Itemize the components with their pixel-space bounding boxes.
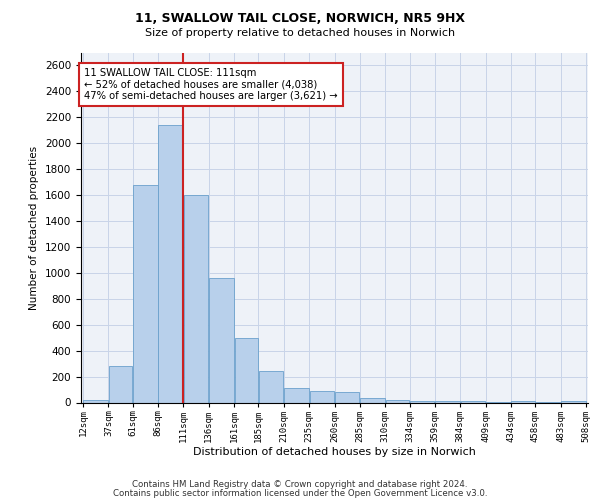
Text: 11 SWALLOW TAIL CLOSE: 111sqm
← 52% of detached houses are smaller (4,038)
47% o: 11 SWALLOW TAIL CLOSE: 111sqm ← 52% of d… bbox=[84, 68, 338, 102]
Bar bbox=[435, 400, 460, 402]
Bar bbox=[109, 366, 133, 403]
Bar bbox=[184, 195, 208, 402]
Bar bbox=[561, 401, 586, 402]
Bar bbox=[461, 401, 485, 402]
Bar bbox=[259, 372, 283, 402]
Text: 11, SWALLOW TAIL CLOSE, NORWICH, NR5 9HX: 11, SWALLOW TAIL CLOSE, NORWICH, NR5 9HX bbox=[135, 12, 465, 26]
Bar bbox=[386, 400, 409, 402]
Y-axis label: Number of detached properties: Number of detached properties bbox=[29, 146, 40, 310]
Bar bbox=[284, 388, 309, 402]
Bar bbox=[133, 184, 158, 402]
Bar bbox=[310, 391, 334, 402]
Bar bbox=[83, 400, 108, 402]
Bar bbox=[410, 400, 434, 402]
Bar bbox=[511, 400, 535, 402]
Bar bbox=[158, 125, 183, 402]
Bar bbox=[360, 398, 385, 402]
Text: Contains public sector information licensed under the Open Government Licence v3: Contains public sector information licen… bbox=[113, 489, 487, 498]
X-axis label: Distribution of detached houses by size in Norwich: Distribution of detached houses by size … bbox=[193, 447, 476, 457]
Bar bbox=[335, 392, 359, 402]
Bar bbox=[235, 338, 258, 402]
Text: Contains HM Land Registry data © Crown copyright and database right 2024.: Contains HM Land Registry data © Crown c… bbox=[132, 480, 468, 489]
Bar bbox=[209, 278, 234, 402]
Text: Size of property relative to detached houses in Norwich: Size of property relative to detached ho… bbox=[145, 28, 455, 38]
